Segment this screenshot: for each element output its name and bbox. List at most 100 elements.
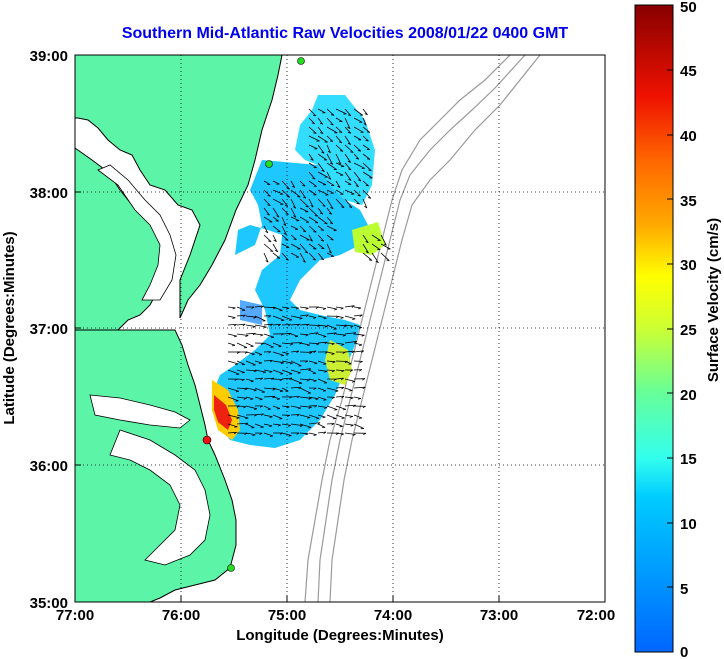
- velocity-arrow: [326, 117, 334, 126]
- velocity-arrow: [254, 324, 267, 328]
- velocity-arrow: [272, 369, 284, 374]
- velocity-arrow: [344, 360, 352, 365]
- velocity-arrow: [227, 423, 238, 428]
- velocity-arrow: [317, 144, 325, 154]
- velocity-arrow: [353, 126, 364, 133]
- velocity-arrow-head: [323, 363, 327, 365]
- velocity-arrow-head: [253, 408, 258, 410]
- velocity-arrow-head: [367, 158, 371, 160]
- velocity-arrow: [263, 207, 270, 216]
- velocity-arrow-head: [340, 377, 344, 381]
- velocity-arrow: [299, 198, 309, 208]
- velocity-arrow: [272, 323, 281, 326]
- velocity-arrow: [353, 153, 360, 160]
- velocity-arrow: [335, 117, 343, 122]
- y-tick-label: 36:00: [30, 458, 68, 475]
- velocity-arrow-head: [386, 259, 390, 262]
- velocity-arrow: [299, 414, 311, 418]
- velocity-arrow: [326, 351, 335, 355]
- velocity-arrow: [317, 252, 325, 261]
- velocity-arrow-head: [266, 213, 270, 216]
- velocity-arrow-head: [269, 371, 273, 373]
- velocity-arrow: [236, 405, 247, 407]
- velocity-arrow: [326, 198, 334, 210]
- velocity-arrow-head: [250, 398, 254, 400]
- velocity-arrow: [335, 144, 344, 152]
- velocity-arrow-head: [269, 323, 273, 327]
- velocity-arrow: [317, 423, 326, 428]
- velocity-arrow: [353, 342, 363, 346]
- velocity-arrow: [290, 243, 301, 250]
- velocity-arrow: [263, 243, 274, 252]
- velocity-arrow-head: [234, 378, 238, 381]
- velocity-arrow: [335, 315, 344, 318]
- velocity-arrow-head: [341, 206, 345, 209]
- velocity-arrow-head: [340, 317, 344, 319]
- velocity-arrow-head: [253, 316, 257, 319]
- velocity-arrow-head: [324, 325, 328, 328]
- velocity-arrow-head: [314, 362, 318, 365]
- velocity-arrow-head: [243, 397, 247, 400]
- velocity-arrow: [290, 216, 300, 221]
- velocity-arrow: [245, 378, 254, 382]
- velocity-arrow-head: [270, 250, 274, 252]
- velocity-arrow-head: [322, 416, 326, 419]
- velocity-arrow-head: [263, 326, 267, 329]
- velocity-arrow-head: [305, 360, 309, 363]
- velocity-arrow-head: [358, 307, 362, 310]
- velocity-arrow-head: [313, 350, 317, 354]
- x-axis-label: Longitude (Degrees:Minutes): [236, 627, 444, 644]
- velocity-arrow: [353, 189, 361, 197]
- velocity-arrow-head: [269, 435, 274, 437]
- colorbar-tick-label: 20: [680, 387, 697, 404]
- velocity-arrow: [326, 243, 332, 254]
- velocity-arrow-head: [299, 425, 303, 428]
- velocity-arrow-head: [315, 398, 319, 401]
- velocity-arrow: [308, 153, 314, 161]
- colorbar-tick-label: 0: [680, 644, 688, 659]
- velocity-arrow: [371, 252, 379, 263]
- velocity-arrow-head: [328, 177, 332, 180]
- velocity-arrow: [263, 189, 271, 197]
- velocity-arrow: [245, 332, 256, 335]
- velocity-arrow-head: [329, 222, 333, 225]
- velocity-arrow: [299, 216, 310, 223]
- velocity-arrow-head: [313, 380, 317, 382]
- velocity-arrow: [353, 198, 360, 205]
- velocity-arrow-head: [243, 406, 247, 409]
- x-tick-label: 73:00: [480, 607, 518, 624]
- velocity-arrow: [344, 332, 356, 335]
- velocity-arrow-head: [322, 390, 326, 392]
- velocity-arrow-head: [260, 426, 264, 428]
- velocity-arrow: [353, 144, 362, 152]
- velocity-arrow-head: [327, 150, 331, 154]
- velocity-arrow-head: [280, 362, 284, 365]
- coverage-cape-max: [214, 395, 232, 430]
- velocity-arrow-head: [319, 212, 323, 215]
- velocity-arrow-head: [351, 305, 355, 308]
- velocity-arrow: [335, 324, 347, 327]
- velocity-arrow-head: [298, 386, 302, 390]
- velocity-arrow-head: [329, 162, 333, 165]
- velocity-arrow: [317, 324, 328, 327]
- velocity-arrow: [290, 360, 302, 367]
- velocity-arrow-head: [269, 360, 273, 363]
- velocity-arrow: [344, 414, 353, 417]
- velocity-field: [212, 95, 385, 448]
- velocity-arrow-head: [305, 307, 309, 310]
- velocity-arrow-head: [241, 379, 245, 382]
- velocity-arrow-head: [283, 223, 287, 227]
- velocity-arrow-head: [321, 169, 325, 172]
- velocity-arrow: [344, 108, 352, 117]
- velocity-arrow-head: [323, 336, 327, 338]
- velocity-arrow: [272, 360, 284, 364]
- velocity-arrow: [308, 225, 317, 233]
- velocity-arrow: [326, 387, 339, 392]
- velocity-arrow: [353, 314, 363, 317]
- velocity-arrow: [290, 207, 297, 218]
- velocity-arrow-head: [284, 204, 288, 207]
- velocity-arrow: [308, 189, 317, 196]
- velocity-arrow: [227, 342, 236, 346]
- velocity-arrow: [317, 234, 325, 242]
